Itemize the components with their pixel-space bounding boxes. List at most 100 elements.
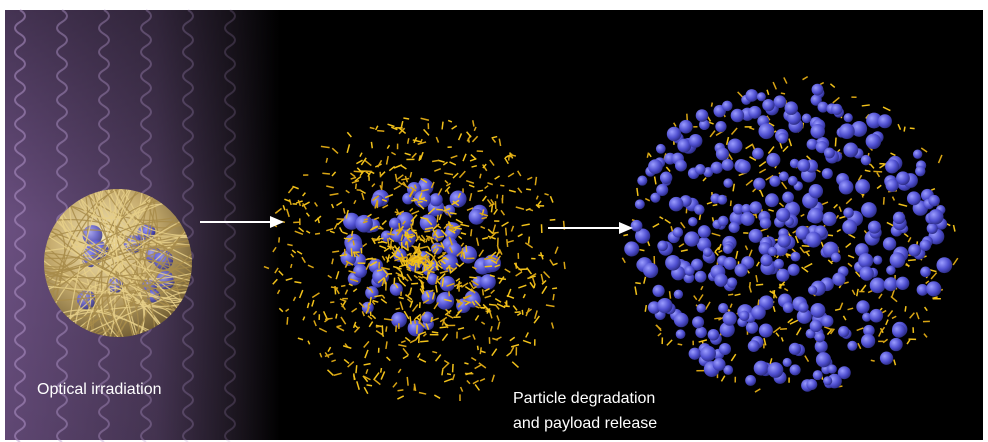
fragment [386, 144, 391, 149]
payload [842, 219, 858, 235]
fragment [278, 270, 284, 276]
fragment [401, 177, 410, 181]
fragment [513, 262, 519, 269]
fragment [783, 287, 789, 292]
fragment [459, 262, 465, 267]
fragment [292, 296, 297, 302]
fragment [426, 219, 433, 226]
fiber [89, 290, 187, 333]
fragment [355, 365, 358, 374]
fragment [494, 264, 501, 268]
fragment [342, 231, 348, 235]
fragment [371, 183, 376, 188]
fragment [533, 315, 540, 324]
fragment [417, 331, 427, 336]
fragment [526, 188, 532, 191]
fragment [447, 220, 452, 227]
payload [782, 302, 794, 314]
fragment [366, 384, 373, 387]
fragment [804, 262, 813, 269]
fiber [66, 306, 172, 317]
fragment [387, 123, 395, 128]
fragment [445, 313, 454, 319]
fragment [538, 254, 544, 257]
fragment [494, 175, 500, 180]
payload [722, 243, 733, 254]
fragment [413, 184, 417, 189]
fragment [453, 225, 461, 229]
fragment [369, 296, 372, 306]
fragment [430, 316, 434, 323]
fragment [397, 181, 403, 186]
payload [809, 319, 823, 333]
fragment [336, 326, 345, 332]
fragment [363, 386, 369, 395]
payload [859, 266, 874, 281]
payload [906, 191, 921, 206]
payload [873, 255, 883, 265]
fragment [498, 248, 503, 255]
fragment [487, 182, 494, 186]
fragment [420, 117, 430, 122]
fragment [433, 247, 439, 255]
fragment [930, 272, 938, 280]
fragment [549, 259, 554, 265]
payload [896, 276, 910, 290]
fragment [465, 244, 468, 253]
payload [810, 302, 826, 318]
fragment [436, 208, 444, 211]
fragment [496, 303, 506, 309]
fragment [653, 176, 657, 185]
fragment [439, 272, 446, 279]
fragment [409, 339, 417, 344]
fragment [298, 289, 304, 299]
payload [806, 138, 818, 150]
fragment [718, 249, 723, 253]
fragment [445, 308, 451, 315]
fragment [861, 104, 870, 107]
fragment [788, 138, 793, 147]
fragment [432, 223, 440, 231]
fragment [432, 248, 437, 253]
fragment [285, 308, 290, 312]
fragment [417, 320, 425, 328]
fragment [457, 310, 462, 314]
fragment [881, 309, 887, 314]
fragment [409, 207, 414, 212]
payload [630, 219, 643, 232]
fragment [274, 267, 279, 274]
fragment [369, 225, 379, 231]
fragment [285, 208, 290, 218]
payload [885, 159, 900, 174]
fragment [385, 341, 388, 350]
payload [702, 247, 713, 257]
fragment [399, 256, 403, 263]
payload [769, 175, 781, 187]
fragment [394, 258, 401, 262]
fragment [452, 172, 459, 179]
payload [721, 158, 734, 171]
fragment [827, 259, 833, 265]
payload [919, 239, 932, 252]
fragment [507, 172, 515, 178]
fragment [634, 286, 638, 295]
payload [753, 360, 769, 376]
fragment [887, 310, 894, 318]
payload [782, 191, 794, 204]
payload [729, 210, 745, 226]
fragment [439, 270, 449, 274]
payload [635, 228, 651, 244]
fragment [882, 106, 891, 112]
fragment [430, 181, 435, 189]
payload [659, 171, 673, 184]
fragment [400, 271, 405, 281]
fiber [62, 213, 182, 302]
fragment [657, 332, 662, 337]
fragment [400, 253, 405, 260]
fragment [411, 210, 420, 215]
fragment [391, 126, 398, 131]
fragment [469, 193, 473, 202]
fragment [331, 359, 336, 363]
fragment [639, 248, 645, 252]
fragment [376, 235, 381, 241]
